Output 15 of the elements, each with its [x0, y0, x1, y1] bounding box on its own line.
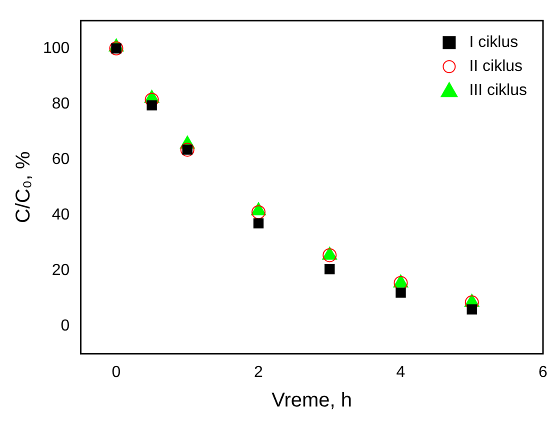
x-axis-title: Vreme, h: [272, 390, 352, 412]
x-tick-label: 0: [112, 364, 121, 381]
x-tick-label: 2: [254, 364, 264, 381]
x-tick-label: 4: [396, 364, 406, 381]
y-axis-title: C/C₀, %: [12, 151, 35, 224]
x-tick-label: 6: [538, 364, 548, 381]
y-tick-label: 20: [52, 262, 70, 279]
y-tick-label: 60: [52, 150, 70, 168]
y-tick-label: 80: [52, 95, 70, 112]
y-tick-label: 100: [42, 40, 70, 57]
legend-label: III ciklus: [469, 82, 528, 100]
y-tick-label: 0: [60, 317, 70, 334]
legend-label: II ciklus: [469, 58, 523, 76]
y-tick-label: 40: [52, 206, 70, 224]
legend-label: I ciklus: [469, 34, 518, 52]
